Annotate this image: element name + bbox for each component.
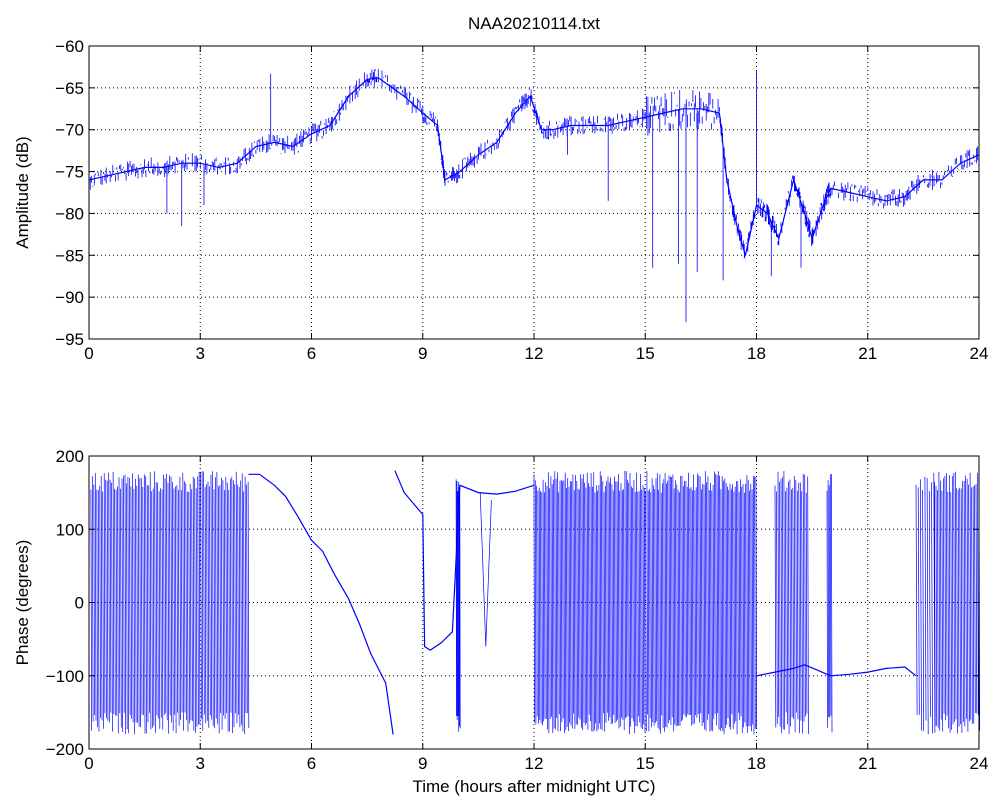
x-tick-label: 21 (858, 344, 877, 363)
y-tick-label: −60 (55, 37, 84, 56)
x-tick-label: 3 (196, 754, 205, 773)
x-tick-label: 0 (84, 754, 93, 773)
x-tick-label: 0 (84, 344, 93, 363)
phase-y-axis-label: Phase (degrees) (13, 540, 32, 666)
amplitude-y-axis-label: Amplitude (dB) (13, 136, 32, 248)
x-tick-label: 15 (636, 754, 655, 773)
amplitude-y-ticks: −95 −90 −85 −80 −75 −70 −65 −60 (55, 37, 979, 349)
phase-x-ticks: 0 3 6 9 12 15 18 21 24 (84, 456, 988, 773)
y-tick-label: −70 (55, 121, 84, 140)
phase-panel: 0 3 6 9 12 15 18 21 24 −200 −100 0 100 200 Phase (de… (13, 447, 988, 796)
amplitude-x-ticks: 0 3 6 9 12 15 18 21 24 (84, 46, 988, 363)
amplitude-series-line (88, 77, 980, 256)
amplitude-grid (89, 46, 979, 339)
amplitude-panel: 0 3 6 9 12 15 18 21 24 −95−90−85−80−75−70−65−60 … (13, 37, 988, 363)
x-tick-label: 18 (747, 754, 766, 773)
x-tick-label: 21 (858, 754, 877, 773)
y-tick-label: −95 (55, 330, 84, 349)
x-tick-label: 24 (970, 754, 989, 773)
y-tick-label: −100 (46, 667, 84, 686)
y-tick-label: −85 (55, 246, 84, 265)
x-tick-label: 9 (418, 754, 427, 773)
y-tick-label: −200 (46, 740, 84, 759)
x-axis-label: Time (hours after midnight UTC) (412, 777, 655, 796)
y-tick-label: 100 (56, 520, 84, 539)
x-tick-label: 6 (307, 344, 316, 363)
phase-y-ticks: −200 −100 0 100 200 (46, 447, 979, 759)
x-tick-label: 12 (525, 754, 544, 773)
x-tick-label: 24 (970, 344, 989, 363)
x-tick-label: 9 (418, 344, 427, 363)
phase-noise (90, 470, 981, 735)
x-tick-label: 3 (196, 344, 205, 363)
y-tick-label: −80 (55, 204, 84, 223)
y-tick-label: 0 (75, 594, 84, 613)
y-tick-label: −75 (55, 163, 84, 182)
phase-wrap-path (90, 470, 981, 735)
chart-title: NAA20210114.txt (468, 14, 600, 33)
x-tick-label: 18 (747, 344, 766, 363)
x-tick-label: 12 (525, 344, 544, 363)
y-tick-label: −65 (55, 79, 84, 98)
y-tick-label: 200 (56, 447, 84, 466)
y-tick-label: −90 (55, 288, 84, 307)
x-tick-label: 15 (636, 344, 655, 363)
x-tick-label: 6 (307, 754, 316, 773)
phase-series-line (248, 470, 917, 735)
